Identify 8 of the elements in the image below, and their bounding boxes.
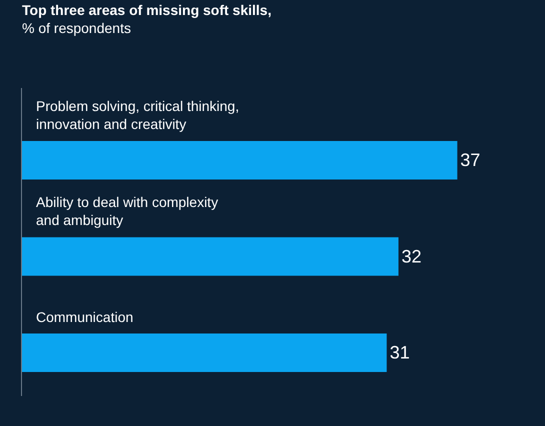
- chart-subtitle: % of respondents: [22, 20, 131, 36]
- y-tick-label: Ability to deal with complexity and ambiguity: [36, 194, 218, 228]
- y-tick-label: Communication: [36, 309, 134, 325]
- chart-title: Top three areas of missing soft skills,: [22, 2, 272, 18]
- data-label: 31: [390, 342, 410, 363]
- y-tick-label: Problem solving, critical thinking, innovation and creativity: [36, 98, 240, 132]
- data-label: 37: [460, 150, 480, 170]
- data-label: 32: [401, 246, 422, 266]
